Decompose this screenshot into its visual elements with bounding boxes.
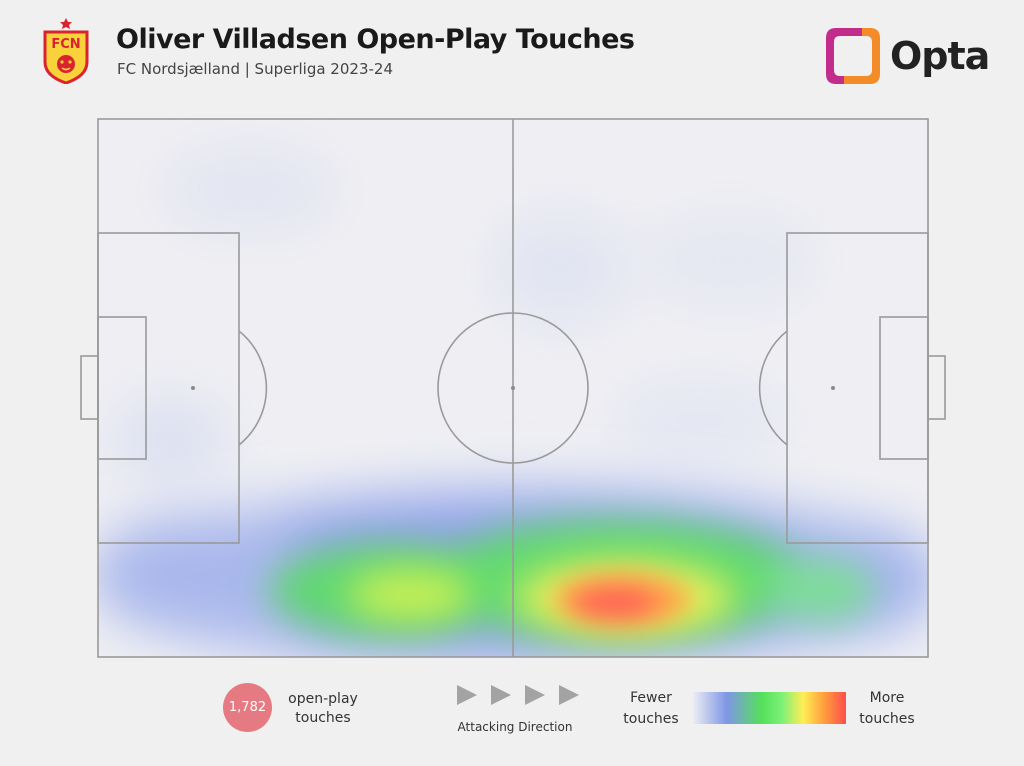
opta-logo-text: Opta (890, 34, 990, 78)
crest-text: FCN (51, 37, 80, 52)
left-penalty-spot (191, 386, 195, 390)
direction-arrow-icon (491, 685, 511, 705)
direction-arrow-icon (559, 685, 579, 705)
touch-count-badge: 1,782 (223, 683, 272, 732)
legend-low-label: Fewer touches (623, 690, 679, 727)
right-penalty-spot (831, 386, 835, 390)
touch-count-label: open-play touches (288, 691, 358, 726)
pitch-markings (80, 118, 946, 658)
page-title: Oliver Villadsen Open-Play Touches (116, 24, 635, 55)
legend-color-scale (693, 692, 846, 724)
direction-arrow-icon (525, 685, 545, 705)
centre-spot (511, 386, 515, 390)
direction-arrow-icon (457, 685, 477, 705)
page-subtitle: FC Nordsjælland | Superliga 2023-24 (117, 60, 393, 78)
opta-logo-icon (826, 28, 880, 84)
legend-high-label: More touches (859, 690, 915, 727)
heatmap-layer (98, 119, 928, 657)
attacking-direction-arrows (457, 685, 579, 705)
club-crest-icon: FCN (43, 18, 89, 84)
attacking-direction-label: Attacking Direction (457, 720, 573, 734)
